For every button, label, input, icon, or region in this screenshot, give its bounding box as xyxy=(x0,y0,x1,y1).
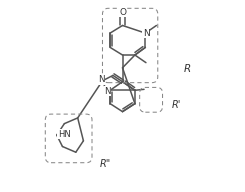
Text: HN: HN xyxy=(58,130,71,139)
Text: N: N xyxy=(143,29,150,38)
Text: R: R xyxy=(184,64,191,74)
Text: O: O xyxy=(119,8,126,17)
Text: R': R' xyxy=(172,100,182,110)
Text: N: N xyxy=(98,75,105,84)
Text: R": R" xyxy=(100,159,111,169)
Text: N: N xyxy=(104,87,111,96)
